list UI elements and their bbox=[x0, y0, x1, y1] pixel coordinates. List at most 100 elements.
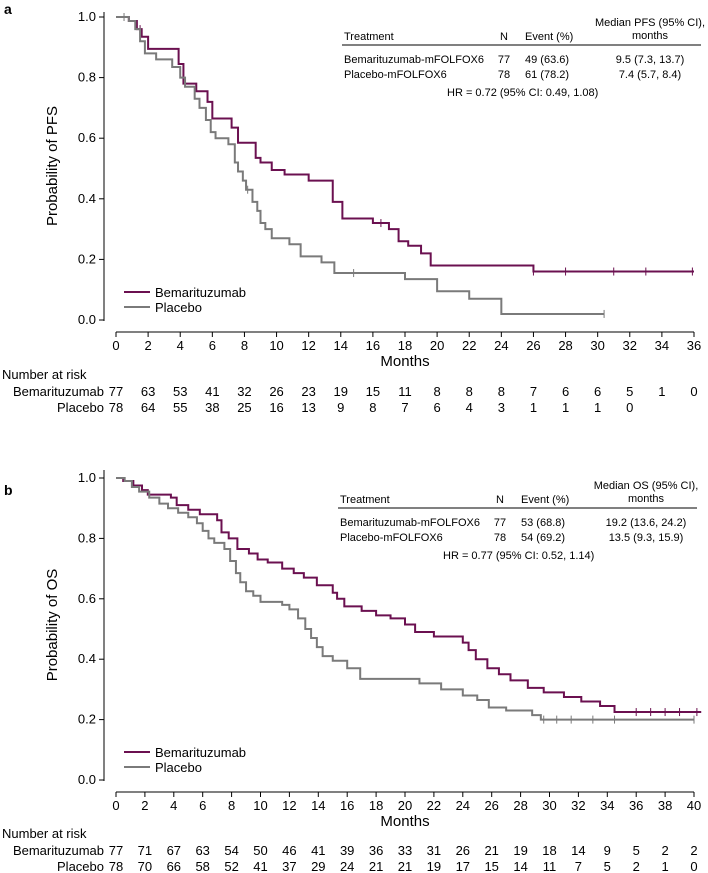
risk-count: 9 bbox=[604, 843, 611, 858]
risk-count: 2 bbox=[661, 843, 668, 858]
table-cell-treatment: Bemarituzumab-mFOLFOX6 bbox=[340, 517, 480, 529]
x-tick-label: 14 bbox=[334, 338, 348, 353]
risk-count: 52 bbox=[224, 859, 238, 873]
risk-count: 7 bbox=[401, 400, 408, 415]
risk-count: 8 bbox=[498, 384, 505, 399]
table-cell-n: 77 bbox=[498, 54, 510, 66]
risk-row-label: Placebo bbox=[57, 859, 104, 873]
table-cell-event: 54 (69.2) bbox=[521, 532, 565, 544]
risk-count: 7 bbox=[575, 859, 582, 873]
legend-label: Bemarituzumab bbox=[155, 285, 246, 300]
x-tick-label: 10 bbox=[253, 798, 267, 813]
x-tick-label: 2 bbox=[144, 338, 151, 353]
x-axis-label: Months bbox=[380, 353, 429, 370]
x-tick-label: 12 bbox=[282, 798, 296, 813]
risk-row-label: Bemarituzumab bbox=[13, 843, 104, 858]
risk-count: 0 bbox=[690, 859, 697, 873]
risk-count: 58 bbox=[195, 859, 209, 873]
risk-count: 21 bbox=[484, 843, 498, 858]
risk-count: 1 bbox=[594, 400, 601, 415]
y-tick-label: 0.0 bbox=[78, 772, 96, 787]
y-tick-label: 1.0 bbox=[78, 470, 96, 485]
x-tick-label: 20 bbox=[430, 338, 444, 353]
x-tick-label: 36 bbox=[687, 338, 701, 353]
risk-count: 5 bbox=[633, 843, 640, 858]
risk-row-label: Bemarituzumab bbox=[13, 384, 104, 399]
x-tick-label: 10 bbox=[269, 338, 283, 353]
panel-label: b bbox=[4, 482, 13, 498]
x-tick-label: 38 bbox=[658, 798, 672, 813]
risk-count: 1 bbox=[658, 384, 665, 399]
risk-count: 31 bbox=[427, 843, 441, 858]
risk-count: 33 bbox=[398, 843, 412, 858]
risk-count: 1 bbox=[530, 400, 537, 415]
y-axis-label: Probability of OS bbox=[44, 569, 61, 682]
risk-count: 29 bbox=[311, 859, 325, 873]
table-cell-median: 19.2 (13.6, 24.2) bbox=[606, 517, 687, 529]
risk-row-label: Placebo bbox=[57, 400, 104, 415]
risk-count: 19 bbox=[334, 384, 348, 399]
table-header-event: Event (%) bbox=[521, 494, 569, 506]
risk-count: 11 bbox=[543, 859, 557, 873]
risk-count: 5 bbox=[604, 859, 611, 873]
risk-count: 14 bbox=[513, 859, 527, 873]
x-tick-label: 30 bbox=[542, 798, 556, 813]
x-tick-label: 6 bbox=[209, 338, 216, 353]
risk-count: 1 bbox=[661, 859, 668, 873]
risk-count: 63 bbox=[195, 843, 209, 858]
x-tick-label: 34 bbox=[600, 798, 614, 813]
risk-count: 25 bbox=[237, 400, 251, 415]
x-tick-label: 16 bbox=[340, 798, 354, 813]
x-tick-label: 24 bbox=[494, 338, 508, 353]
risk-count: 55 bbox=[173, 400, 187, 415]
risk-count: 5 bbox=[626, 384, 633, 399]
risk-count: 41 bbox=[205, 384, 219, 399]
legend-label: Placebo bbox=[155, 760, 202, 775]
x-tick-label: 18 bbox=[369, 798, 383, 813]
hazard-ratio: HR = 0.72 (95% CI: 0.49, 1.08) bbox=[447, 87, 598, 99]
x-tick-label: 22 bbox=[462, 338, 476, 353]
risk-count: 9 bbox=[337, 400, 344, 415]
table-cell-median: 7.4 (5.7, 8.4) bbox=[619, 69, 681, 81]
risk-count: 41 bbox=[253, 859, 267, 873]
table-header-median: Median OS (95% CI), bbox=[594, 480, 699, 492]
risk-count: 21 bbox=[369, 859, 383, 873]
risk-count: 6 bbox=[594, 384, 601, 399]
risk-count: 26 bbox=[269, 384, 283, 399]
risk-count: 78 bbox=[109, 859, 123, 873]
risk-count: 54 bbox=[224, 843, 238, 858]
x-tick-label: 18 bbox=[398, 338, 412, 353]
table-header-median: Median PFS (95% CI), bbox=[595, 17, 705, 29]
km-curve-bemarituzumab bbox=[116, 477, 702, 714]
risk-count: 23 bbox=[301, 384, 315, 399]
risk-count: 70 bbox=[138, 859, 152, 873]
table-header-treatment: Treatment bbox=[340, 494, 390, 506]
risk-count: 26 bbox=[456, 843, 470, 858]
risk-count: 32 bbox=[237, 384, 251, 399]
risk-table-title: Number at risk bbox=[2, 367, 87, 382]
x-tick-label: 6 bbox=[199, 798, 206, 813]
x-tick-label: 34 bbox=[655, 338, 669, 353]
risk-count: 6 bbox=[433, 400, 440, 415]
panel-label: a bbox=[4, 1, 12, 17]
x-tick-label: 28 bbox=[558, 338, 572, 353]
x-tick-label: 30 bbox=[590, 338, 604, 353]
legend-label: Placebo bbox=[155, 300, 202, 315]
risk-count: 53 bbox=[173, 384, 187, 399]
risk-count: 77 bbox=[109, 843, 123, 858]
km-curve-bemarituzumab bbox=[116, 16, 694, 273]
risk-count: 37 bbox=[282, 859, 296, 873]
x-tick-label: 24 bbox=[456, 798, 470, 813]
table-header-months: months bbox=[628, 493, 665, 505]
table-cell-n: 77 bbox=[494, 517, 506, 529]
risk-count: 78 bbox=[109, 400, 123, 415]
x-tick-label: 22 bbox=[427, 798, 441, 813]
risk-count: 21 bbox=[398, 859, 412, 873]
y-tick-label: 0.6 bbox=[78, 591, 96, 606]
y-tick-label: 0.0 bbox=[78, 312, 96, 327]
x-tick-label: 40 bbox=[687, 798, 701, 813]
risk-count: 63 bbox=[141, 384, 155, 399]
table-cell-treatment: Placebo-mFOLFOX6 bbox=[344, 69, 447, 81]
y-axis-label: Probability of PFS bbox=[44, 106, 61, 226]
table-cell-event: 53 (68.8) bbox=[521, 517, 565, 529]
